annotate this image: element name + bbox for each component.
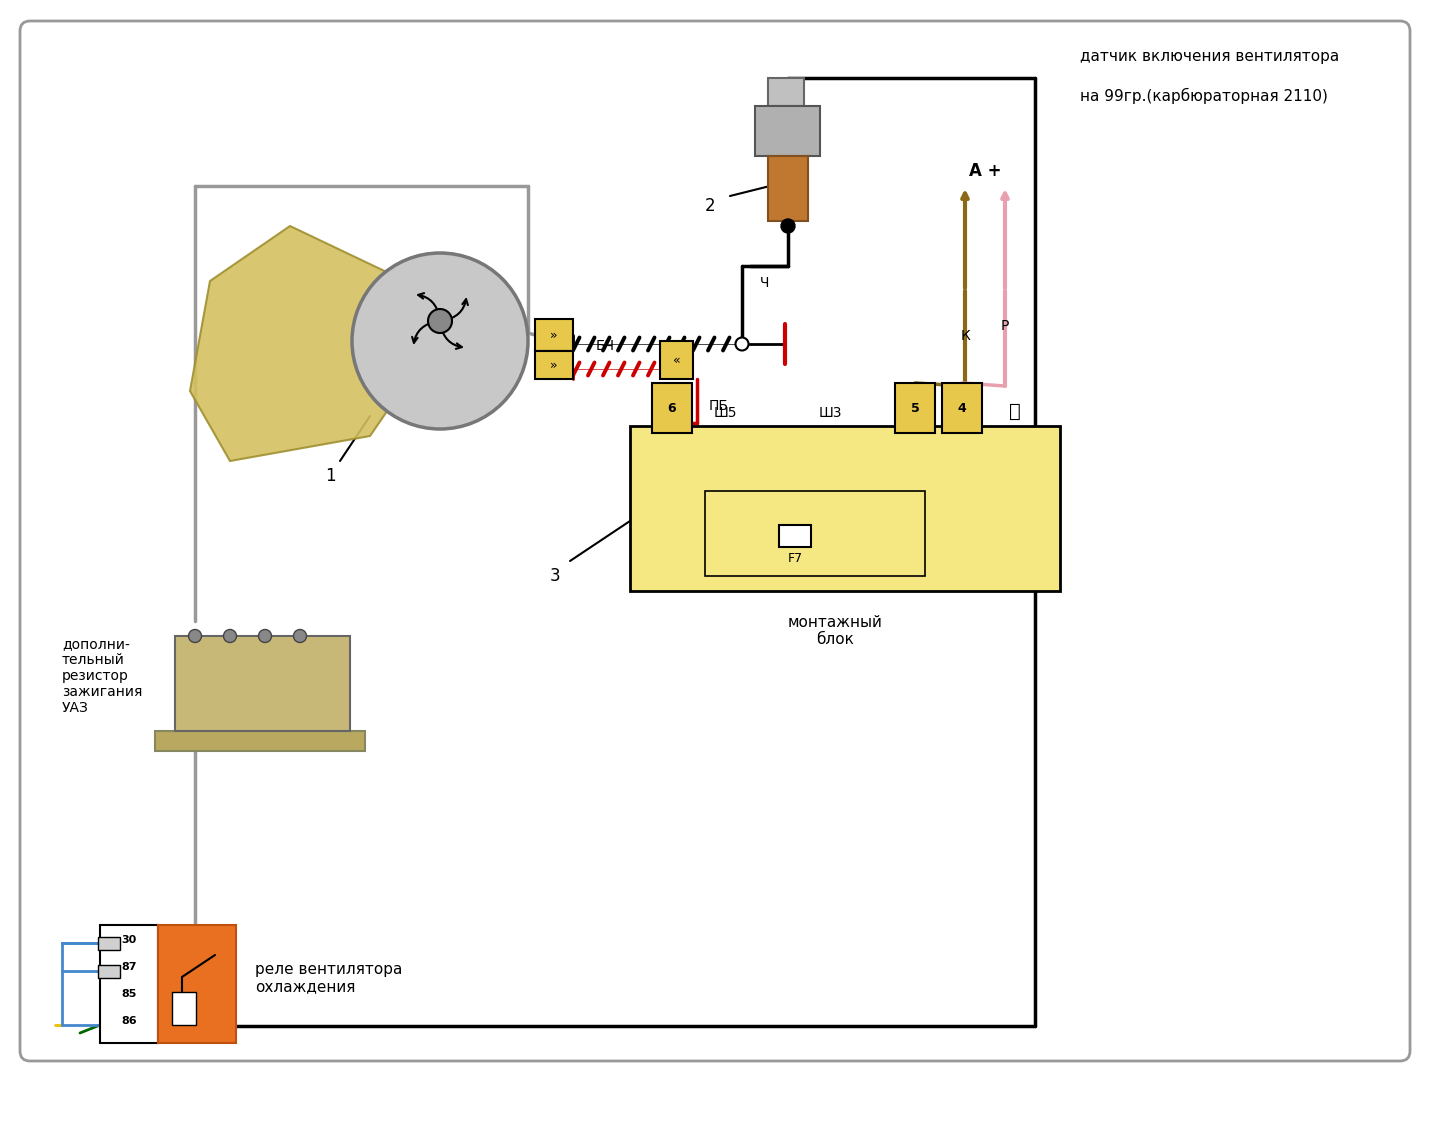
Text: «: « — [673, 354, 680, 366]
Text: 87: 87 — [122, 962, 136, 972]
Bar — [536, 351, 573, 379]
Bar — [652, 383, 692, 433]
Text: БЧ: БЧ — [596, 339, 614, 353]
Text: Ш5: Ш5 — [713, 406, 736, 420]
Circle shape — [352, 253, 528, 429]
Circle shape — [780, 219, 795, 233]
Bar — [100, 925, 158, 1043]
Text: »: » — [550, 328, 558, 342]
Bar — [660, 342, 693, 379]
Bar — [895, 383, 935, 433]
Circle shape — [736, 337, 749, 351]
Bar — [62, 943, 100, 1025]
Circle shape — [189, 630, 202, 642]
Text: К: К — [959, 329, 969, 343]
Bar — [768, 156, 808, 221]
Circle shape — [259, 630, 272, 642]
Text: 1: 1 — [325, 467, 335, 485]
Text: ⏚: ⏚ — [1010, 402, 1021, 421]
Bar — [705, 491, 925, 576]
Bar — [97, 965, 120, 977]
Circle shape — [428, 309, 453, 333]
FancyBboxPatch shape — [20, 21, 1411, 1061]
Text: Р: Р — [1001, 319, 1010, 333]
Text: »: » — [550, 359, 558, 371]
Text: 86: 86 — [122, 1016, 137, 1026]
Text: датчик включения вентилятора: датчик включения вентилятора — [1080, 49, 1339, 63]
Bar — [172, 992, 196, 1025]
Text: 5: 5 — [911, 402, 919, 414]
Text: Ш3: Ш3 — [818, 406, 842, 420]
Text: 3: 3 — [550, 567, 560, 585]
Text: 6: 6 — [667, 402, 676, 414]
Bar — [155, 731, 365, 751]
Bar — [768, 78, 803, 106]
Text: монтажный
блок: монтажный блок — [788, 615, 882, 647]
Text: 85: 85 — [122, 988, 136, 999]
Text: реле вентилятора
охлаждения: реле вентилятора охлаждения — [255, 961, 402, 994]
Text: 30: 30 — [122, 935, 136, 946]
Bar — [175, 636, 349, 731]
Circle shape — [294, 630, 306, 642]
Text: F7: F7 — [788, 552, 802, 564]
Bar — [779, 525, 811, 547]
Text: А +: А + — [969, 162, 1001, 180]
Circle shape — [223, 630, 236, 642]
Text: Ч: Ч — [760, 276, 769, 290]
Bar — [630, 426, 1060, 592]
Bar — [536, 319, 573, 351]
Text: 2: 2 — [705, 197, 716, 215]
FancyBboxPatch shape — [755, 106, 821, 156]
Text: ПБ: ПБ — [709, 399, 729, 413]
Text: дополни-
тельный
резистор
зажигания
УАЗ: дополни- тельный резистор зажигания УАЗ — [62, 637, 142, 716]
Bar — [97, 936, 120, 950]
Bar — [158, 925, 236, 1043]
Text: 4: 4 — [958, 402, 967, 414]
Bar — [942, 383, 982, 433]
Text: на 99гр.(карбюраторная 2110): на 99гр.(карбюраторная 2110) — [1080, 88, 1327, 104]
Polygon shape — [190, 226, 425, 461]
